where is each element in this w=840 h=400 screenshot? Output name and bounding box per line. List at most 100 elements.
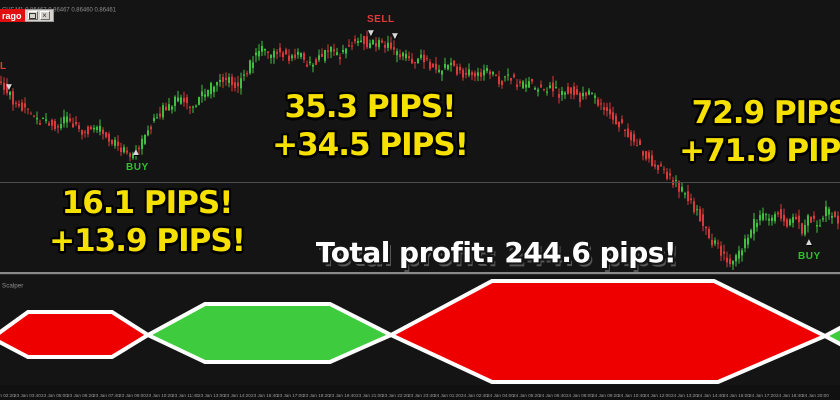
- candle: [27, 108, 29, 110]
- candle: [99, 125, 101, 132]
- candle: [342, 49, 344, 53]
- candle: [201, 91, 203, 97]
- candle: [813, 215, 815, 219]
- candle: [426, 57, 428, 59]
- candle: [129, 153, 131, 157]
- indicator-label-text: Scalper: [2, 282, 24, 289]
- candle: [537, 89, 539, 92]
- candle: [600, 103, 602, 105]
- candle: [765, 212, 767, 221]
- buy-arrow-right-icon: ▲: [804, 237, 814, 248]
- candle: [78, 125, 80, 129]
- candle: [420, 54, 422, 58]
- time-label: 24 Jan 18:40: [776, 387, 822, 398]
- candle: [0, 75, 2, 86]
- candle: [72, 117, 74, 128]
- candle: [519, 81, 521, 84]
- candle: [165, 102, 167, 111]
- candle: [597, 99, 599, 106]
- pips-line: +71.9 PIPS!: [679, 133, 840, 169]
- candle: [816, 220, 818, 233]
- quote-text: CHF,M1 0.86467 0.86467 0.86460 0.86461: [2, 6, 116, 13]
- candle: [816, 224, 818, 227]
- sell-arrow-left-icon: ▼: [4, 82, 14, 93]
- candle: [636, 138, 638, 146]
- candle: [822, 218, 824, 220]
- candle: [369, 43, 371, 48]
- candle: [153, 117, 155, 121]
- time-label-text: 23 Jan 09:00: [119, 393, 147, 399]
- candle: [306, 60, 308, 68]
- candle: [735, 255, 737, 262]
- close-icon[interactable]: ×: [39, 11, 50, 20]
- candle: [189, 105, 191, 115]
- candle: [663, 166, 665, 174]
- candle: [150, 124, 152, 135]
- candle: [177, 90, 179, 103]
- candle: [180, 97, 182, 104]
- buy-label-right: BUY: [798, 251, 821, 262]
- time-label: 23 Jan 22:20: [382, 387, 428, 398]
- candle: [312, 64, 314, 67]
- candle: [669, 173, 671, 176]
- time-label-text: 23 Jan 21:00: [355, 393, 383, 399]
- time-label-text: 24 Jan 10:40: [618, 393, 645, 399]
- candle: [93, 127, 95, 130]
- candle: [627, 128, 629, 137]
- candle: [555, 87, 557, 89]
- sell-arrow-top-1-icon: ▼: [366, 28, 376, 39]
- candle: [543, 88, 545, 92]
- candle: [492, 72, 494, 75]
- time-label: 24 Jan 16:00: [723, 387, 769, 398]
- candle: [705, 226, 707, 236]
- candle: [123, 147, 125, 153]
- candle: [0, 81, 2, 83]
- candle: [453, 60, 455, 66]
- candle: [675, 179, 677, 182]
- candle: [15, 102, 17, 104]
- candle: [834, 211, 836, 217]
- candle: [729, 258, 731, 265]
- candle: [312, 63, 314, 73]
- candle: [21, 102, 23, 111]
- candle: [765, 214, 767, 216]
- candle: [36, 117, 38, 120]
- candle: [480, 72, 482, 77]
- candle: [87, 126, 89, 135]
- candle: [294, 48, 296, 61]
- candle: [702, 214, 704, 226]
- time-label-text: 23 Jan 11:40: [171, 393, 199, 399]
- candle: [501, 80, 503, 86]
- candle: [60, 117, 62, 131]
- candle: [441, 70, 443, 75]
- candlestick-chart: [0, 30, 839, 270]
- candle: [243, 74, 245, 76]
- candle: [510, 77, 512, 85]
- candle: [687, 191, 689, 201]
- candle: [258, 50, 260, 57]
- candle: [423, 54, 425, 63]
- candle: [30, 111, 32, 115]
- time-label-text: 23 Jan 18:20: [303, 393, 330, 399]
- candle: [489, 71, 491, 75]
- sell-label-left: L: [0, 61, 7, 72]
- candle: [804, 225, 806, 235]
- time-label: 23 Jan 23:40: [408, 387, 454, 398]
- candle: [795, 213, 797, 220]
- candle: [831, 215, 833, 218]
- time-label-text: 23 Jan 05:00: [40, 393, 68, 399]
- candle: [720, 245, 722, 256]
- candle: [591, 92, 593, 94]
- candle: [330, 46, 332, 52]
- candle: [723, 251, 725, 254]
- candle: [72, 123, 74, 128]
- candle: [636, 145, 638, 147]
- candle: [585, 92, 587, 96]
- candle: [267, 51, 269, 53]
- restore-icon[interactable]: [27, 11, 38, 20]
- candle: [726, 257, 728, 263]
- candle: [222, 77, 224, 82]
- panel-splitter[interactable]: [0, 272, 840, 275]
- indicator-window-tab[interactable]: rago ×: [0, 9, 54, 22]
